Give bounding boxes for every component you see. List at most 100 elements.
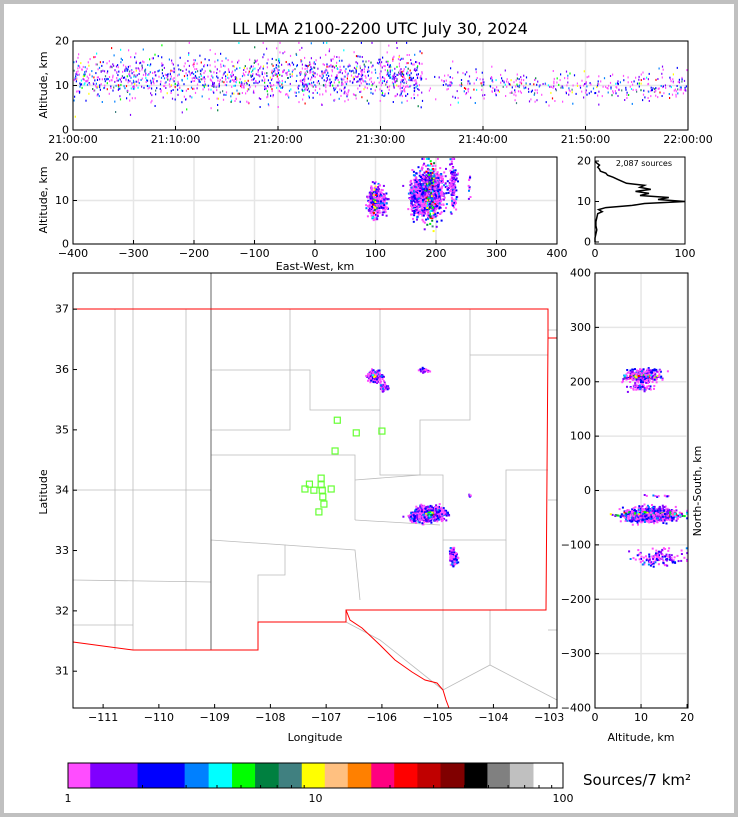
source-point: [564, 77, 566, 80]
source-point: [239, 92, 241, 95]
source-point: [678, 81, 681, 84]
source-point: [344, 90, 346, 93]
source-point: [150, 81, 152, 84]
source-point: [261, 73, 263, 76]
source-point: [318, 82, 320, 85]
source-point: [627, 81, 629, 84]
source-point: [131, 72, 133, 75]
source-point: [372, 64, 374, 67]
source-point: [271, 72, 273, 75]
source-point: [162, 74, 164, 77]
source-point: [585, 89, 587, 92]
source-point: [435, 177, 438, 180]
source-point: [296, 74, 298, 77]
source-point: [415, 508, 418, 511]
source-point: [638, 75, 640, 78]
source-point: [253, 89, 255, 92]
source-point: [434, 506, 437, 509]
source-point: [515, 102, 518, 105]
source-point: [79, 85, 81, 88]
source-point: [306, 89, 308, 91]
source-point: [523, 74, 525, 77]
source-point: [421, 195, 424, 198]
source-point: [100, 70, 102, 73]
source-point: [429, 510, 431, 513]
source-point: [423, 516, 426, 519]
source-point: [453, 193, 456, 196]
source-point: [423, 213, 426, 216]
source-point: [82, 75, 84, 78]
source-point: [219, 78, 221, 81]
source-point: [212, 81, 214, 84]
source-point: [413, 209, 416, 212]
source-point: [398, 65, 401, 68]
source-point: [401, 86, 403, 89]
source-point: [436, 174, 439, 177]
source-point: [315, 59, 317, 62]
source-point: [452, 60, 454, 63]
source-point: [433, 183, 436, 186]
source-point: [553, 77, 555, 80]
source-point: [412, 170, 415, 173]
source-point: [382, 56, 384, 59]
source-point: [277, 65, 279, 68]
source-point: [191, 72, 193, 75]
source-point: [124, 68, 126, 71]
source-point: [199, 73, 202, 75]
source-point: [322, 41, 325, 44]
source-point: [420, 512, 423, 515]
source-point: [220, 63, 222, 66]
source-point: [138, 68, 140, 71]
source-point: [248, 88, 250, 91]
source-point: [380, 64, 382, 67]
source-point: [434, 181, 437, 184]
source-point: [589, 82, 591, 85]
source-point: [445, 206, 447, 209]
source-point: [367, 70, 369, 73]
source-point: [339, 88, 341, 91]
source-point: [392, 58, 394, 61]
source-point: [183, 75, 186, 78]
source-point: [658, 67, 660, 70]
source-point: [128, 73, 130, 76]
source-point: [152, 77, 154, 80]
source-point: [384, 65, 386, 68]
source-point: [576, 82, 578, 85]
source-point: [83, 78, 85, 81]
source-point: [340, 89, 343, 92]
source-point: [299, 49, 301, 51]
source-point: [447, 191, 450, 194]
source-point: [433, 178, 436, 181]
source-point: [347, 89, 349, 92]
source-point: [508, 83, 510, 86]
source-point: [266, 74, 268, 77]
source-point: [75, 73, 77, 76]
source-point: [306, 71, 309, 73]
source-point: [102, 69, 104, 72]
source-point: [429, 504, 432, 507]
source-point: [173, 68, 175, 71]
source-point: [368, 205, 371, 208]
source-point: [366, 87, 368, 90]
source-point: [117, 85, 120, 88]
source-point: [314, 76, 316, 79]
source-point: [296, 65, 298, 68]
source-point: [297, 86, 299, 89]
source-point: [387, 62, 389, 64]
source-point: [324, 70, 326, 73]
source-point: [107, 78, 109, 81]
source-point: [414, 203, 417, 205]
source-point: [149, 64, 151, 67]
source-point: [266, 66, 268, 69]
source-point: [335, 64, 337, 67]
source-point: [209, 64, 211, 67]
source-point: [337, 84, 339, 87]
source-point: [417, 105, 419, 108]
source-point: [103, 86, 106, 89]
source-point: [117, 64, 119, 67]
source-point: [274, 72, 276, 75]
source-point: [416, 216, 419, 219]
source-point: [401, 72, 404, 75]
source-point: [307, 65, 309, 67]
source-point: [373, 202, 376, 205]
